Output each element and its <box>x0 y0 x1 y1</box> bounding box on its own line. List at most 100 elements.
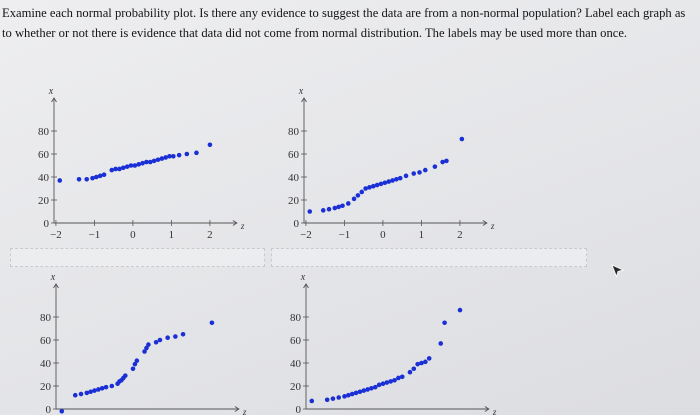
y-tick-label: 60 <box>290 335 302 347</box>
data-point <box>134 358 140 363</box>
data-point <box>103 384 109 390</box>
data-point <box>130 366 136 372</box>
data-point <box>157 337 163 343</box>
data-point <box>151 158 157 164</box>
x-tick-label: 1 <box>169 229 175 241</box>
data-point <box>457 307 463 313</box>
data-point <box>326 206 332 212</box>
x-axis-arrow-icon <box>484 406 490 412</box>
data-point <box>382 180 388 186</box>
data-point <box>117 166 122 172</box>
y-tick-label: 80 <box>290 312 302 324</box>
y-tick-label: 40 <box>40 358 52 370</box>
data-point <box>128 163 134 168</box>
data-point <box>153 340 159 345</box>
data-point <box>144 345 149 351</box>
x-axis-arrow-icon <box>234 406 240 412</box>
y-axis-arrow-icon <box>51 97 57 103</box>
data-point <box>136 162 141 167</box>
data-point <box>121 165 126 171</box>
x-tick-label: 0 <box>130 229 136 241</box>
data-point <box>173 334 178 339</box>
data-point <box>415 361 420 367</box>
data-point <box>88 389 93 395</box>
label-dropzone-plot-2[interactable] <box>271 248 587 267</box>
data-point <box>361 388 367 393</box>
data-point <box>365 387 370 392</box>
data-point <box>146 342 151 347</box>
data-point <box>459 136 465 142</box>
y-tick-label: 0 <box>296 404 302 415</box>
data-point <box>140 160 145 166</box>
data-point <box>207 142 213 148</box>
data-point <box>374 182 380 188</box>
data-point <box>442 320 447 326</box>
data-point <box>346 392 351 398</box>
y-axis-arrow-icon <box>303 283 309 289</box>
y-tick-label: 80 <box>288 126 300 138</box>
x-axis-arrow-icon <box>482 220 488 226</box>
data-point <box>96 387 101 392</box>
x-tick-label: 0 <box>380 229 386 241</box>
data-point <box>113 166 118 172</box>
x-tick-label: −2 <box>50 229 62 241</box>
data-point <box>159 156 165 161</box>
data-point <box>180 331 186 337</box>
y-axis-label: x <box>50 272 56 283</box>
data-point <box>396 375 401 381</box>
x-tick-label: −1 <box>89 229 101 241</box>
data-point <box>411 171 417 176</box>
data-point <box>167 154 172 159</box>
data-point <box>353 390 359 396</box>
data-point <box>384 380 390 385</box>
data-point <box>72 392 78 398</box>
data-point <box>340 203 345 209</box>
y-axis-arrow-icon <box>301 97 307 103</box>
data-point <box>367 185 372 190</box>
data-point <box>426 356 432 361</box>
data-point <box>307 209 313 214</box>
label-dropzone-plot-1[interactable] <box>10 248 265 267</box>
y-tick-label: 60 <box>38 149 50 161</box>
y-tick-label: 0 <box>294 218 300 230</box>
x-tick-label: 2 <box>457 229 463 241</box>
data-point <box>444 158 449 164</box>
data-point <box>101 172 107 177</box>
y-axis-label: x <box>300 272 306 283</box>
y-tick-label: 20 <box>40 381 52 393</box>
data-point <box>399 374 405 380</box>
data-point <box>194 150 199 156</box>
data-point <box>357 389 363 395</box>
y-tick-label: 80 <box>40 312 52 324</box>
data-point <box>355 193 361 198</box>
data-point <box>394 177 399 182</box>
data-point <box>423 359 428 365</box>
y-tick-label: 60 <box>40 335 52 347</box>
y-tick-label: 0 <box>46 404 52 415</box>
data-point <box>403 173 409 179</box>
question-text: Examine each normal probability plot. Is… <box>2 6 686 40</box>
x-tick-label: 2 <box>207 229 213 241</box>
data-point <box>124 164 130 169</box>
data-point <box>380 381 386 386</box>
data-point <box>440 159 445 165</box>
data-point <box>407 369 413 375</box>
data-point <box>99 386 105 391</box>
data-point <box>363 186 368 191</box>
y-axis-arrow-icon <box>53 283 59 289</box>
data-point <box>184 151 190 157</box>
y-tick-label: 40 <box>290 358 302 370</box>
data-point <box>132 361 138 367</box>
data-point <box>132 163 138 168</box>
data-point <box>90 175 95 181</box>
data-point <box>336 204 341 210</box>
data-point <box>332 205 338 211</box>
data-point <box>392 377 397 383</box>
data-point <box>109 383 115 389</box>
data-point <box>109 167 115 173</box>
data-point <box>209 320 215 326</box>
data-point <box>320 208 326 213</box>
data-point <box>388 379 393 384</box>
data-point <box>342 394 347 399</box>
data-point <box>155 157 161 163</box>
